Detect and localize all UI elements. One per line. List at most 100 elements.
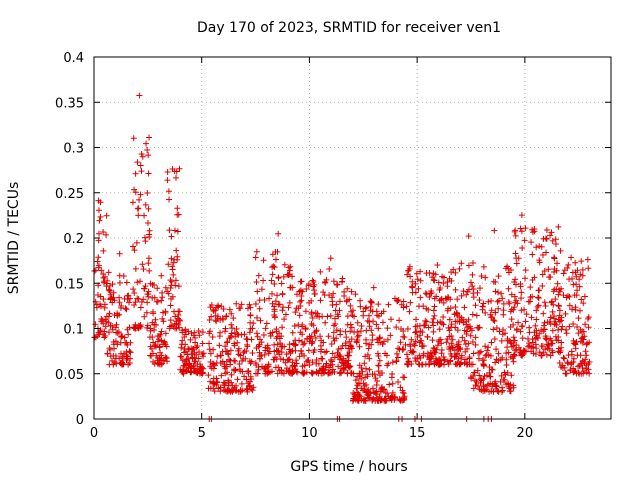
data-point bbox=[393, 324, 400, 331]
data-point bbox=[549, 308, 556, 315]
data-point bbox=[482, 352, 489, 359]
data-point bbox=[521, 237, 528, 244]
data-point bbox=[167, 317, 174, 324]
data-point bbox=[233, 387, 240, 394]
data-point bbox=[565, 261, 572, 268]
data-point bbox=[342, 342, 349, 349]
data-point bbox=[549, 349, 556, 356]
data-point bbox=[346, 338, 353, 345]
data-point bbox=[356, 362, 363, 369]
data-point bbox=[113, 321, 120, 328]
data-point bbox=[518, 289, 525, 296]
data-point bbox=[499, 295, 506, 302]
data-point bbox=[134, 279, 141, 286]
data-point bbox=[454, 310, 461, 317]
data-point bbox=[323, 360, 330, 367]
x-tick-label: 10 bbox=[301, 426, 318, 441]
data-point bbox=[173, 168, 180, 175]
data-point bbox=[454, 296, 461, 303]
data-point bbox=[338, 370, 345, 377]
data-point bbox=[219, 348, 226, 355]
data-point bbox=[444, 305, 451, 312]
data-point bbox=[312, 334, 319, 341]
data-point bbox=[283, 351, 290, 358]
data-point bbox=[309, 370, 316, 377]
data-point bbox=[496, 328, 503, 335]
data-point bbox=[151, 327, 158, 334]
y-tick-label: 0.35 bbox=[55, 96, 84, 111]
data-point bbox=[371, 371, 378, 378]
data-point bbox=[309, 315, 316, 322]
data-point bbox=[258, 339, 265, 346]
data-point bbox=[518, 295, 524, 302]
data-point bbox=[555, 223, 562, 230]
data-point bbox=[105, 313, 112, 320]
data-point bbox=[344, 369, 351, 376]
data-point bbox=[96, 262, 103, 269]
data-point bbox=[473, 378, 480, 385]
data-point bbox=[376, 393, 383, 400]
data-point bbox=[134, 324, 141, 331]
data-point bbox=[482, 274, 489, 281]
chart-title: Day 170 of 2023, SRMTID for receiver ven… bbox=[197, 20, 501, 36]
data-point bbox=[400, 374, 407, 381]
data-point bbox=[339, 360, 346, 367]
data-point bbox=[123, 352, 130, 359]
data-point bbox=[468, 375, 475, 382]
data-point bbox=[333, 301, 340, 308]
data-point bbox=[447, 357, 454, 364]
data-point bbox=[109, 299, 116, 306]
data-point bbox=[354, 373, 361, 380]
data-point bbox=[272, 298, 279, 305]
data-point bbox=[249, 387, 256, 394]
data-point bbox=[154, 285, 161, 292]
data-point bbox=[141, 234, 148, 241]
data-point bbox=[389, 389, 396, 396]
data-point bbox=[431, 346, 438, 353]
data-point bbox=[515, 319, 522, 326]
data-point bbox=[570, 359, 577, 366]
data-point bbox=[369, 337, 376, 344]
data-point bbox=[329, 350, 336, 357]
data-point bbox=[555, 303, 562, 310]
data-point bbox=[400, 298, 407, 305]
data-point bbox=[144, 291, 151, 298]
data-point bbox=[262, 368, 269, 375]
data-point bbox=[356, 343, 363, 350]
data-point bbox=[538, 243, 545, 250]
data-point bbox=[127, 349, 134, 356]
data-point bbox=[169, 293, 176, 300]
data-point bbox=[192, 358, 199, 365]
data-point bbox=[495, 357, 502, 364]
data-point bbox=[415, 303, 422, 310]
data-point bbox=[548, 337, 555, 344]
data-point bbox=[116, 294, 123, 301]
data-point bbox=[118, 334, 125, 341]
data-point bbox=[360, 312, 367, 319]
data-point bbox=[199, 370, 206, 377]
data-point bbox=[176, 308, 183, 315]
data-point bbox=[574, 352, 581, 359]
data-point bbox=[220, 379, 227, 386]
data-point bbox=[110, 341, 117, 348]
data-point bbox=[364, 371, 371, 378]
data-point bbox=[474, 367, 481, 374]
data-point bbox=[423, 305, 430, 312]
data-point bbox=[445, 324, 452, 331]
data-point bbox=[480, 376, 487, 383]
data-point bbox=[141, 313, 148, 320]
data-point bbox=[504, 344, 511, 351]
data-point bbox=[187, 368, 194, 375]
data-point bbox=[489, 366, 496, 373]
data-point bbox=[535, 294, 542, 301]
data-point bbox=[168, 233, 175, 240]
data-point bbox=[430, 307, 437, 314]
data-point bbox=[575, 369, 582, 376]
data-point bbox=[570, 320, 577, 327]
data-point bbox=[112, 324, 119, 331]
data-point bbox=[253, 278, 260, 285]
data-point bbox=[397, 384, 404, 391]
data-point bbox=[96, 217, 103, 224]
data-point bbox=[317, 297, 324, 304]
data-point bbox=[167, 285, 174, 292]
